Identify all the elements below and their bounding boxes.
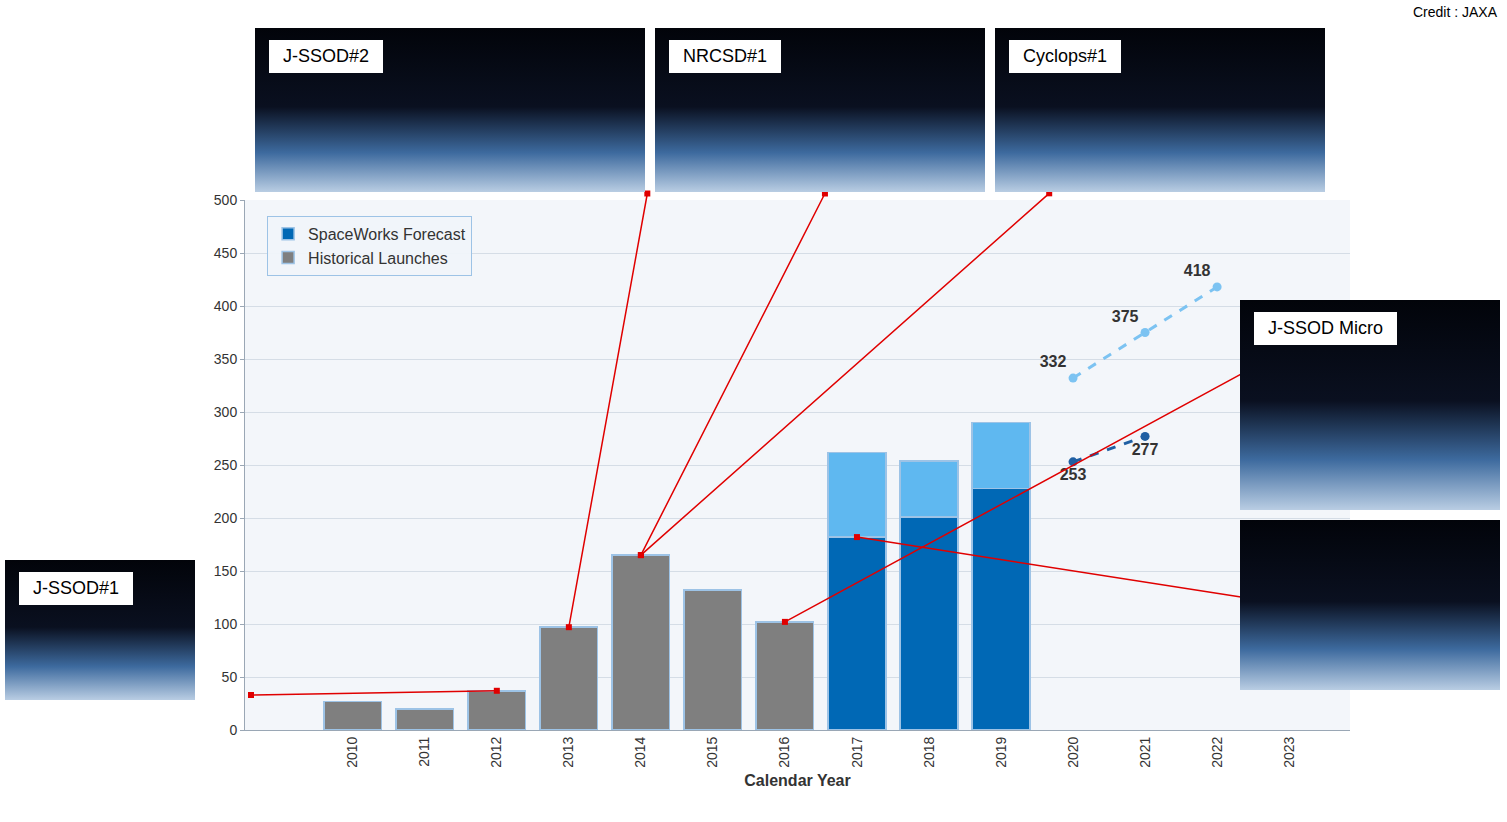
svg-text:2020: 2020 — [1065, 736, 1081, 767]
svg-text:250: 250 — [214, 457, 238, 473]
svg-text:2013: 2013 — [560, 736, 576, 767]
svg-text:0: 0 — [229, 722, 237, 738]
html-text:Cyclops#1: Cyclops#1 — [1023, 46, 1107, 66]
svg-text:400: 400 — [214, 298, 238, 314]
svg-text:100: 100 — [214, 616, 238, 632]
svg-text:332: 332 — [1040, 353, 1067, 370]
svg-text:2017: 2017 — [849, 736, 865, 767]
svg-text:350: 350 — [214, 351, 238, 367]
html-text:Credit : JAXA: Credit : JAXA — [1413, 4, 1497, 20]
svg-text:418: 418 — [1184, 262, 1211, 279]
svg-text:2021: 2021 — [1137, 736, 1153, 767]
svg-text:2018: 2018 — [921, 736, 937, 767]
svg-text:2019: 2019 — [993, 736, 1009, 767]
svg-text:Historical Launches: Historical Launches — [308, 250, 448, 267]
svg-text:500: 500 — [214, 192, 238, 208]
svg-text:150: 150 — [214, 563, 238, 579]
svg-text:200: 200 — [214, 510, 238, 526]
svg-text:2016: 2016 — [776, 736, 792, 767]
svg-text:2010: 2010 — [344, 736, 360, 767]
svg-text:253: 253 — [1060, 466, 1087, 483]
svg-text:2015: 2015 — [704, 736, 720, 767]
svg-text:2011: 2011 — [416, 736, 432, 766]
svg-text:2023: 2023 — [1281, 736, 1297, 767]
svg-text:SpaceWorks Forecast: SpaceWorks Forecast — [308, 226, 466, 243]
svg-text:300: 300 — [214, 404, 238, 420]
svg-text:Calendar Year: Calendar Year — [744, 772, 850, 789]
svg-text:450: 450 — [214, 245, 238, 261]
svg-text:2012: 2012 — [488, 736, 504, 767]
html-text:NRCSD#1: NRCSD#1 — [683, 46, 767, 66]
svg-text:50: 50 — [222, 669, 238, 685]
svg-text:2022: 2022 — [1209, 736, 1225, 767]
html-text:J-SSOD#2: J-SSOD#2 — [283, 46, 369, 66]
svg-text:277: 277 — [1132, 441, 1159, 458]
svg-text:2014: 2014 — [632, 736, 648, 767]
svg-text:375: 375 — [1112, 308, 1139, 325]
html-text:J-SSOD#1: J-SSOD#1 — [33, 578, 119, 598]
html-text:J-SSOD Micro: J-SSOD Micro — [1268, 318, 1383, 338]
